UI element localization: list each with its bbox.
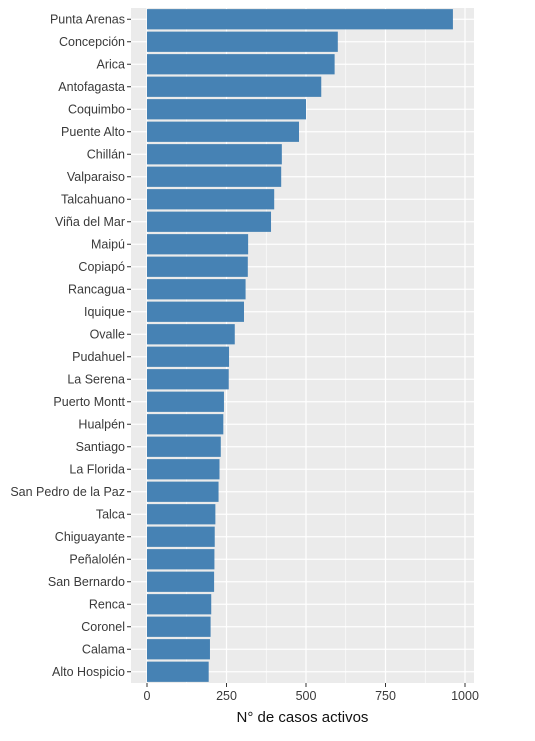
bar xyxy=(147,594,212,615)
bar xyxy=(147,324,235,345)
bar xyxy=(147,639,210,660)
category-label: Maipú xyxy=(91,237,125,251)
category-label: Punta Arenas xyxy=(50,12,125,26)
category-label: Viña del Mar xyxy=(55,215,125,229)
plot-panel xyxy=(131,8,474,683)
bar xyxy=(147,211,272,232)
category-label: Alto Hospicio xyxy=(52,665,125,679)
x-tick-label: 500 xyxy=(296,689,317,703)
bar xyxy=(147,301,244,322)
category-label: Renca xyxy=(89,597,125,611)
category-label: Peñalolén xyxy=(69,552,125,566)
bar xyxy=(147,571,215,592)
category-labels: Punta Arenas Concepción Arica Antofagasta Co… xyxy=(10,12,131,679)
bar xyxy=(147,234,249,255)
bar xyxy=(147,256,248,277)
category-label: Pudahuel xyxy=(72,350,125,364)
bar xyxy=(147,436,221,457)
bar xyxy=(147,459,220,480)
category-label: Copiapó xyxy=(78,260,125,274)
x-axis-title: N° de casos activos xyxy=(237,709,369,726)
category-label: La Florida xyxy=(69,462,125,476)
bar xyxy=(147,9,453,30)
bar xyxy=(147,99,306,120)
bar xyxy=(147,166,282,187)
bar xyxy=(147,54,335,75)
category-label: Arica xyxy=(97,57,126,71)
category-label: Talca xyxy=(96,507,125,521)
category-label: Concepción xyxy=(59,35,125,49)
bar xyxy=(147,31,338,52)
category-label: San Bernardo xyxy=(48,575,125,589)
x-tick-label: 750 xyxy=(375,689,396,703)
bar xyxy=(147,279,246,300)
bar xyxy=(147,481,219,502)
category-label: Santiago xyxy=(76,440,125,454)
bar xyxy=(147,391,224,412)
bar xyxy=(147,414,224,435)
category-label: Calama xyxy=(82,642,125,656)
bar xyxy=(147,76,322,97)
category-label: La Serena xyxy=(67,372,125,386)
bar xyxy=(147,346,230,367)
x-tick-label: 1000 xyxy=(451,689,479,703)
bars xyxy=(147,9,453,682)
category-label: Chillán xyxy=(87,147,125,161)
category-label: Puente Alto xyxy=(61,125,125,139)
x-axis-ticks: 0 250 500 750 1000 xyxy=(144,683,479,703)
category-label: Coquimbo xyxy=(68,102,125,116)
bar xyxy=(147,661,209,682)
category-label: Ovalle xyxy=(90,327,125,341)
x-tick-label: 0 xyxy=(144,689,151,703)
category-label: Antofagasta xyxy=(58,80,125,94)
category-label: San Pedro de la Paz xyxy=(10,485,125,499)
category-label: Hualpén xyxy=(78,417,125,431)
category-label: Puerto Montt xyxy=(53,395,125,409)
category-label: Chiguayante xyxy=(55,530,125,544)
bar xyxy=(147,121,300,142)
bar xyxy=(147,144,282,165)
category-label: Talcahuano xyxy=(61,192,125,206)
bar xyxy=(147,526,215,547)
bar xyxy=(147,369,229,390)
category-label: Rancagua xyxy=(68,282,125,296)
bar xyxy=(147,189,275,210)
bar xyxy=(147,616,211,637)
x-tick-label: 250 xyxy=(216,689,237,703)
category-label: Iquique xyxy=(84,305,125,319)
bar xyxy=(147,504,216,525)
category-label: Valparaiso xyxy=(67,170,125,184)
bar xyxy=(147,549,215,570)
category-label: Coronel xyxy=(81,620,125,634)
